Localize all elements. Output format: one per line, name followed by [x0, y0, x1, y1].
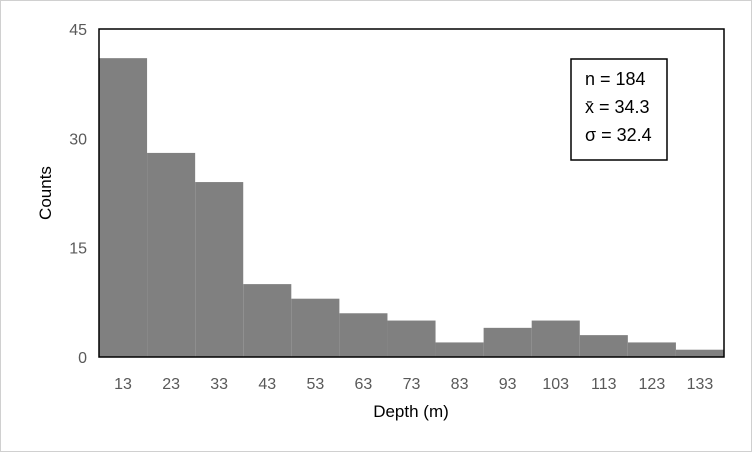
- bar-113: [579, 335, 628, 357]
- bar-43: [243, 284, 292, 357]
- bar-123: [627, 342, 676, 357]
- stats-sigma: σ = 32.4: [585, 125, 652, 145]
- x-tick-label: 73: [403, 376, 421, 393]
- x-tick-label: 103: [542, 376, 569, 393]
- bar-93: [483, 327, 532, 357]
- bar-53: [291, 298, 340, 357]
- bar-73: [387, 320, 436, 357]
- stats-box: n = 184 x̄ = 34.3 σ = 32.4: [570, 58, 668, 161]
- x-tick-label: 93: [499, 376, 517, 393]
- bar-83: [435, 342, 484, 357]
- y-tick-label: 45: [69, 22, 87, 39]
- x-tick-label: 23: [162, 376, 180, 393]
- y-tick-label: 15: [69, 241, 87, 258]
- x-axis-title: Depth (m): [373, 402, 449, 421]
- x-tick-label: 133: [687, 376, 714, 393]
- x-tick-label: 13: [114, 376, 132, 393]
- x-tick-label: 113: [591, 376, 617, 393]
- y-axis-title: Counts: [36, 166, 55, 220]
- bar-103: [531, 320, 580, 357]
- y-tick-label: 0: [78, 350, 87, 367]
- x-tick-label: 43: [258, 376, 276, 393]
- stats-box-border: [570, 58, 668, 161]
- x-tick-label: 83: [451, 376, 469, 393]
- bar-13: [99, 58, 148, 358]
- bar-133: [675, 349, 724, 357]
- y-tick-labels: 0 15 30 45: [69, 22, 87, 367]
- stats-mean: x̄ = 34.3: [585, 97, 650, 117]
- x-tick-label: 123: [639, 376, 666, 393]
- bar-33: [195, 182, 244, 357]
- plot-area-border: [98, 28, 725, 358]
- stats-n: n = 184: [585, 69, 646, 89]
- bars-group: [99, 58, 724, 358]
- bar-23: [147, 152, 196, 357]
- x-tick-label: 53: [306, 376, 324, 393]
- x-tick-label: 33: [210, 376, 228, 393]
- y-tick-label: 30: [69, 131, 87, 148]
- x-tick-label: 63: [355, 376, 373, 393]
- bar-63: [339, 313, 388, 357]
- x-tick-labels: 13 23 33 43 53 63 73 83 93 103 113 123 133: [114, 376, 713, 393]
